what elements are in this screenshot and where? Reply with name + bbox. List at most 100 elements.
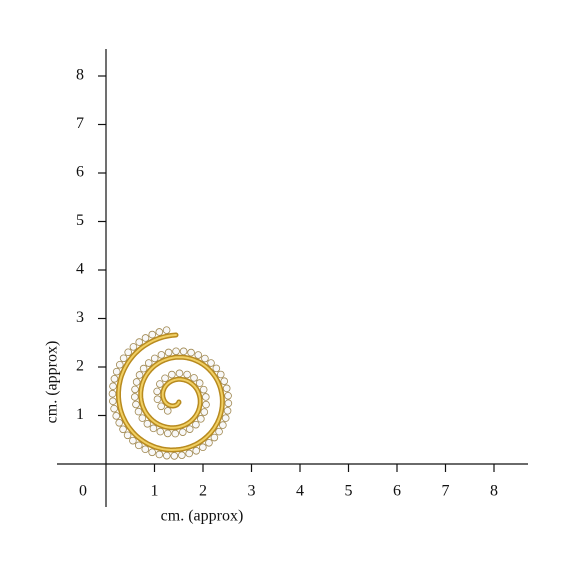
diamond	[134, 407, 143, 416]
diamond	[187, 348, 195, 357]
y-tick-label: 3	[76, 309, 84, 326]
diamond	[132, 400, 140, 409]
diamond	[129, 436, 137, 445]
diamond	[132, 378, 141, 386]
diamond	[178, 428, 187, 436]
diamond	[223, 406, 232, 415]
diamond	[110, 404, 118, 413]
diamond	[185, 449, 193, 458]
diamond	[155, 450, 164, 459]
diamond	[224, 391, 232, 400]
diamond	[220, 377, 229, 385]
diamond	[108, 389, 117, 398]
diamond	[178, 451, 186, 459]
diamond	[197, 415, 205, 423]
diamond	[119, 425, 127, 434]
diamond	[179, 347, 188, 356]
diamond	[216, 370, 225, 379]
diamond	[172, 347, 180, 356]
diamond	[143, 419, 152, 428]
diamond	[149, 424, 158, 433]
diamond	[162, 326, 171, 334]
diamond	[115, 360, 124, 369]
diamond	[202, 400, 210, 409]
x-tick-label: 6	[393, 483, 401, 500]
diamond	[141, 334, 150, 342]
earring-image	[108, 326, 233, 460]
y-tick-label: 8	[76, 67, 84, 84]
diamond	[139, 364, 148, 373]
diamond	[135, 441, 143, 450]
diamond	[109, 397, 117, 406]
origin-label: 0	[79, 483, 87, 500]
y-tick-label: 5	[76, 212, 84, 229]
diamond	[157, 351, 166, 359]
diamond	[215, 427, 223, 436]
diamond	[124, 348, 132, 357]
diamond	[199, 385, 208, 394]
diamond	[153, 387, 161, 396]
diamond	[185, 425, 194, 433]
diamond	[205, 438, 213, 447]
diamond	[207, 359, 215, 367]
diamond	[222, 384, 231, 393]
y-tick-label: 2	[76, 358, 84, 375]
x-tick-label: 7	[442, 483, 450, 500]
diamond	[163, 429, 172, 438]
diamond	[135, 338, 144, 346]
diamond	[155, 328, 164, 336]
x-tick-label: 5	[345, 483, 353, 500]
y-tick-label: 7	[76, 115, 84, 132]
diamond	[141, 445, 150, 454]
y-tick-label: 1	[76, 406, 84, 423]
diamond	[163, 407, 172, 415]
diamond	[190, 374, 198, 382]
diamond	[194, 351, 203, 359]
diamond	[110, 375, 119, 383]
diamond	[224, 399, 233, 408]
diamond	[221, 414, 230, 422]
diamond	[171, 429, 180, 438]
diamond	[210, 433, 219, 442]
diamond	[192, 420, 200, 429]
diamond	[163, 451, 171, 460]
x-tick-label: 1	[151, 483, 159, 500]
diamond	[153, 395, 162, 404]
diamond	[148, 330, 157, 339]
x-tick-label: 3	[248, 483, 256, 500]
diamond	[119, 354, 128, 363]
diamond	[156, 380, 164, 388]
diamond	[161, 374, 169, 383]
diamond	[192, 447, 201, 455]
diamond	[175, 369, 184, 378]
diamond	[115, 419, 124, 427]
diamond	[112, 367, 121, 376]
diamond	[200, 408, 209, 416]
diamond	[131, 393, 139, 401]
diamond	[170, 452, 179, 460]
x-axis-label: cm. (approx)	[161, 508, 244, 525]
diamond	[144, 359, 153, 367]
diamond	[202, 393, 210, 401]
diamond	[129, 343, 138, 351]
diamond	[157, 402, 165, 411]
diamond	[135, 371, 144, 379]
diamond	[131, 385, 139, 394]
diamond	[168, 370, 176, 379]
diamond	[195, 379, 204, 387]
diamond	[150, 354, 159, 363]
diamond	[109, 382, 117, 391]
diamond	[183, 370, 191, 379]
diamond	[164, 348, 173, 357]
diamond	[123, 431, 132, 440]
y-tick-label: 6	[76, 164, 84, 181]
diamond	[219, 421, 227, 429]
diamond	[148, 448, 156, 457]
diamond	[138, 414, 147, 422]
spiral-highlight	[117, 334, 224, 452]
diamond	[199, 443, 207, 452]
diamond	[212, 364, 221, 373]
diamond	[112, 412, 121, 420]
